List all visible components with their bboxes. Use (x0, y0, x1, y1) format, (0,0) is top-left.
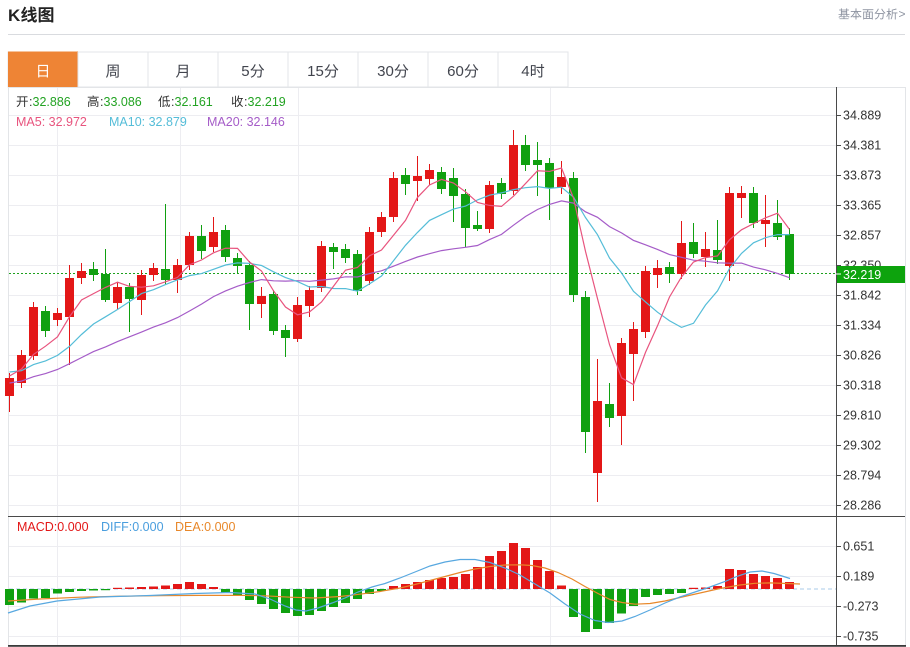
svg-text:28.286: 28.286 (843, 499, 881, 513)
svg-text:32.886: 32.886 (33, 95, 71, 109)
svg-text:34.889: 34.889 (843, 109, 881, 123)
svg-text:0: 0 (456, 63, 464, 80)
svg-text:DIFF:0.000: DIFF:0.000 (101, 520, 164, 534)
svg-text:33.873: 33.873 (843, 169, 881, 183)
svg-text:30.318: 30.318 (843, 379, 881, 393)
svg-text:4: 4 (521, 63, 529, 80)
svg-text:32.219: 32.219 (843, 268, 881, 282)
svg-text:32.857: 32.857 (843, 229, 881, 243)
svg-text:K: K (8, 6, 21, 25)
svg-text:30.826: 30.826 (843, 349, 881, 363)
svg-text:5: 5 (241, 63, 249, 80)
svg-text:6: 6 (447, 63, 455, 80)
svg-text::: : (29, 95, 32, 109)
svg-text::: : (100, 95, 103, 109)
svg-text:MA5: 32.972: MA5: 32.972 (16, 115, 87, 129)
svg-text:-0.273: -0.273 (843, 600, 878, 614)
svg-text:32.161: 32.161 (175, 95, 213, 109)
svg-text:28.794: 28.794 (843, 469, 881, 483)
svg-text::: : (244, 95, 247, 109)
svg-text:>: > (899, 7, 906, 21)
svg-text:0.651: 0.651 (843, 540, 874, 554)
svg-text:3: 3 (377, 63, 385, 80)
svg-text:29.302: 29.302 (843, 439, 881, 453)
svg-text:33.086: 33.086 (104, 95, 142, 109)
svg-text:DEA:0.000: DEA:0.000 (175, 520, 236, 534)
svg-text:MACD:0.000: MACD:0.000 (17, 520, 89, 534)
svg-text:31.842: 31.842 (843, 289, 881, 303)
svg-text:32.219: 32.219 (248, 95, 286, 109)
svg-text:MA10: 32.879: MA10: 32.879 (109, 115, 187, 129)
svg-text:0: 0 (386, 63, 394, 80)
svg-text:31.334: 31.334 (843, 319, 881, 333)
svg-text:MA20: 32.146: MA20: 32.146 (207, 115, 285, 129)
svg-text:5: 5 (316, 63, 324, 80)
svg-text:29.810: 29.810 (843, 409, 881, 423)
svg-text:0.189: 0.189 (843, 570, 874, 584)
svg-text:33.365: 33.365 (843, 199, 881, 213)
svg-text:34.381: 34.381 (843, 139, 881, 153)
svg-text::: : (171, 95, 174, 109)
svg-text:1: 1 (307, 63, 315, 80)
svg-text:-0.735: -0.735 (843, 630, 878, 644)
